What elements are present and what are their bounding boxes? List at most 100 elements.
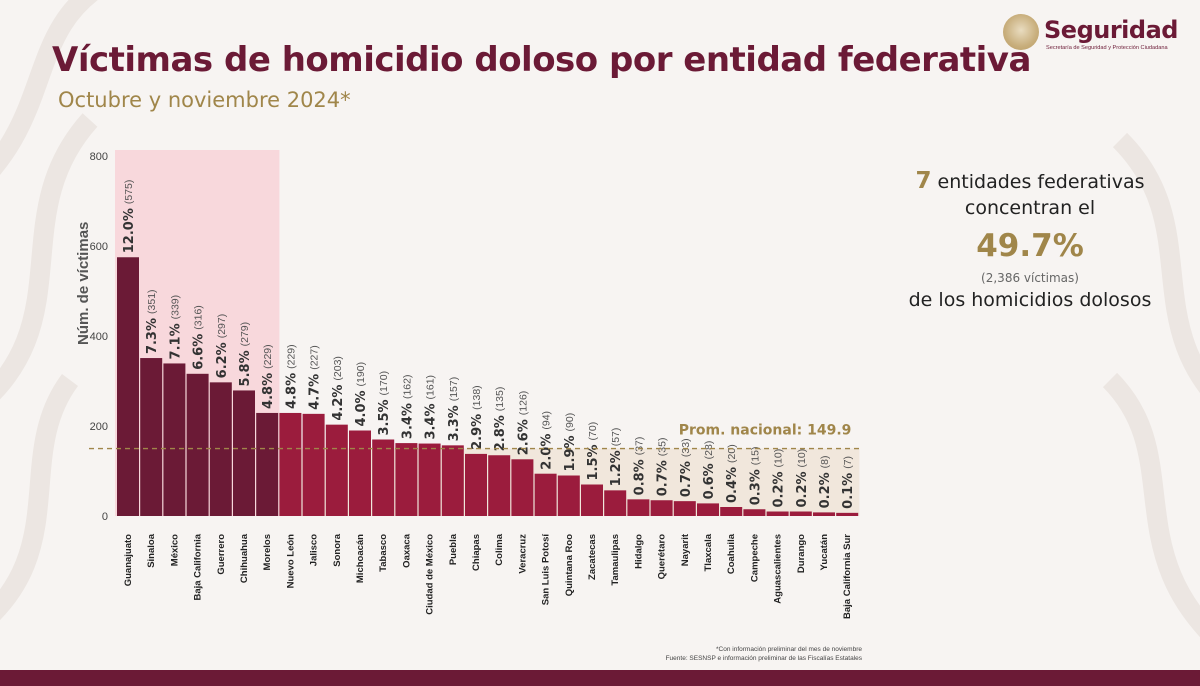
bar-count-label: (339) [169,295,181,320]
x-tick-label: Campeche [749,534,760,582]
bar-percent-label: 0.2% [795,471,810,507]
x-tick-label: Guerrero [216,534,227,575]
y-tick-label: 400 [90,331,108,343]
x-tick-label: Chihuahua [239,533,250,583]
bar-count-label: (316) [193,305,205,330]
x-tick-label: Tlaxcala [703,533,714,571]
y-tick-label: 0 [102,511,108,523]
bar [441,445,464,516]
summary-line2: concentran el [964,197,1096,219]
bar [325,424,348,516]
summary-count: 7 [915,168,932,194]
bar-percent-label: 0.7% [656,460,671,496]
bar-percent-label: 2.0% [540,434,555,470]
bar-count-label: (229) [285,344,297,369]
bar-count-label: (35) [657,438,669,457]
bar [743,509,766,516]
bar-count-label: (135) [494,387,506,412]
average-label: Prom. nacional: 149.9 [679,423,852,439]
x-tick-label: Colima [494,533,505,565]
bar [766,511,789,516]
bar-percent-label: 0.8% [632,459,647,495]
bar-count-label: (37) [633,437,645,456]
bar [534,473,557,516]
bar-count-label: (190) [355,362,367,387]
bar [813,512,835,516]
bar-count-label: (10) [796,449,808,468]
bar-percent-label: 4.2% [331,385,346,421]
bar [511,459,534,516]
bar-count-label: (90) [564,413,576,432]
bar-percent-label: 2.8% [493,415,508,451]
bar [488,455,511,516]
bar-count-label: (227) [309,345,321,370]
x-tick-label: Morelos [262,534,273,570]
bar [140,358,163,516]
x-tick-label: México [169,534,180,566]
bar [627,499,650,516]
bar-count-label: (161) [425,375,437,400]
logo-name: Seguridad [1044,16,1178,44]
page-title: Víctimas de homicidio doloso por entidad… [52,40,1031,80]
bar-count-label: (138) [471,385,483,410]
bar-percent-label: 3.4% [424,403,439,439]
footnote-line1: *Con información preliminar del mes de n… [716,646,862,653]
bar [395,443,418,516]
bar-count-label: (10) [773,449,785,468]
bar [673,501,696,516]
bar-count-label: (7) [842,456,854,469]
bar-count-label: (28) [703,441,715,460]
x-tick-label: Tamaulipas [610,534,621,586]
summary-panel: 7 entidades federativas concentran el 49… [880,168,1180,313]
bar [650,500,673,516]
bottom-bar [0,670,1200,686]
x-tick-label: Yucatán [819,534,830,571]
bar-percent-label: 6.6% [192,334,207,370]
bar-percent-label: 0.7% [679,461,694,497]
summary-line4: de los homicidios dolosos [908,289,1152,311]
bar-percent-label: 3.4% [400,403,415,439]
bar-percent-label: 12.0% [122,208,137,253]
x-tick-label: Nuevo León [285,534,296,589]
seal-icon [1003,14,1039,50]
bar [256,412,279,516]
x-tick-label: Nayarit [680,533,691,566]
x-tick-label: Quintana Roo [564,534,575,596]
agency-logo: Seguridad Secretaría de Seguridad y Prot… [1003,14,1193,58]
bar-count-label: (351) [146,289,158,314]
bar-count-label: (157) [448,377,460,402]
x-tick-label: Tabasco [378,534,389,572]
page-subtitle: Octubre y noviembre 2024* [58,88,351,112]
x-tick-label: Querétaro [657,534,668,580]
x-tick-label: Sinaloa [146,533,157,568]
footnote-line2: Fuente: SESNSP e información preliminar … [665,655,862,662]
bar-percent-label: 0.1% [841,473,856,509]
bar [209,382,232,516]
y-tick-label: 200 [90,421,108,433]
bar-percent-label: 5.8% [238,350,253,386]
footnote: *Con información preliminar del mes de n… [600,645,862,663]
bar-count-label: (279) [239,322,251,347]
bar [372,439,395,516]
bar-percent-label: 0.4% [725,467,740,503]
bar-percent-label: 6.2% [215,342,230,378]
bar-count-label: (15) [749,447,761,466]
bar-count-label: (8) [819,455,831,468]
bar-percent-label: 7.1% [168,323,183,359]
bar-count-label: (229) [262,344,274,369]
bar-count-label: (170) [378,371,390,396]
bar-percent-label: 0.3% [748,469,763,505]
x-tick-label: Baja California [193,533,204,600]
bar [233,390,255,516]
bar [720,507,743,516]
bar-percent-label: 4.7% [308,374,323,410]
x-tick-label: Michoacán [355,534,366,583]
bar [163,363,186,516]
bar-percent-label: 0.6% [702,463,717,499]
bar-percent-label: 3.3% [447,405,462,441]
bar [604,490,627,516]
bar-percent-label: 3.5% [377,399,392,435]
bar-count-label: (94) [541,411,553,430]
bar-count-label: (575) [123,180,135,205]
